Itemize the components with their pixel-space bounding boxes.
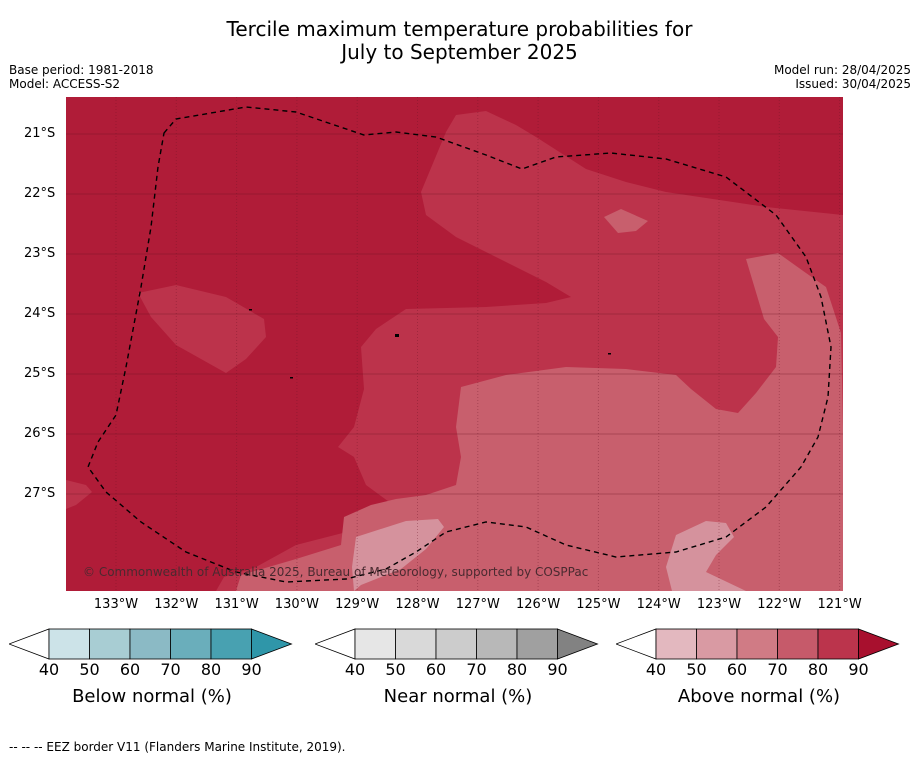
longitude-label: 131°W <box>214 597 259 612</box>
colorbar-above-svg <box>616 628 900 660</box>
colorbar-extend-high <box>251 628 293 660</box>
colorbar-near-svg <box>315 628 599 660</box>
colorbar-extend-low <box>315 628 356 660</box>
eez-border <box>87 106 832 583</box>
island-marker <box>395 334 399 337</box>
region-above-60-b <box>666 521 746 591</box>
model-name: Model: ACCESS-S2 <box>9 77 121 91</box>
colorbar-extend-high <box>858 628 900 660</box>
longitude-label: 130°W <box>274 597 319 612</box>
longitude-label: 121°W <box>817 597 862 612</box>
colorbar-tick-label: 80 <box>200 660 222 679</box>
colorbar-tick-label: 80 <box>506 660 528 679</box>
copyright-notice: © Commonwealth of Australia 2025, Bureau… <box>83 565 589 579</box>
region-above-80-edge <box>66 480 92 509</box>
latitude-label: 21°S <box>24 126 56 141</box>
colorbar-segment <box>48 628 90 660</box>
colorbar-segment <box>435 628 477 660</box>
longitude-label: 122°W <box>757 597 802 612</box>
longitude-label: 132°W <box>154 597 199 612</box>
colorbar-segment <box>170 628 212 660</box>
region-above-80-west <box>138 285 266 373</box>
colorbar-tick-label: 80 <box>807 660 829 679</box>
colorbar-above-label: Above normal (%) <box>677 686 841 707</box>
longitude-label: 123°W <box>696 597 742 612</box>
longitude-label: 126°W <box>516 597 561 612</box>
longitude-label: 133°W <box>93 597 139 612</box>
colorbar-segment <box>655 628 697 660</box>
colorbar-segment <box>354 628 396 660</box>
longitude-label: 127°W <box>455 597 500 612</box>
colorbar-tick-label: 40 <box>645 660 667 679</box>
longitude-label: 125°W <box>576 597 621 612</box>
colorbar-tick-label: 60 <box>425 660 447 679</box>
region-above-70 <box>236 253 843 591</box>
colorbar-near-label: Near normal (%) <box>383 686 533 707</box>
colorbar-segment <box>696 628 738 660</box>
colorbar-segment <box>817 628 859 660</box>
colorbar-tick-label: 70 <box>767 660 788 679</box>
eez-legend-note: -- -- -- EEZ border V11 (Flanders Marine… <box>9 740 346 754</box>
latitude-label: 26°S <box>24 426 56 441</box>
meta-left: Base period: 1981-2018 Model: ACCESS-S2 <box>9 63 154 91</box>
map-canvas <box>66 97 843 591</box>
latitude-label: 23°S <box>24 246 56 261</box>
colorbar-tick-label: 40 <box>344 660 366 679</box>
colorbar-tick-label: 90 <box>547 660 568 679</box>
latitude-label: 22°S <box>24 186 56 201</box>
colorbar-segment <box>210 628 252 660</box>
map-title-line1: Tercile maximum temperature probabilitie… <box>226 17 693 41</box>
model-run: Model run: 28/04/2025 <box>773 63 911 77</box>
region-above-70-spot <box>604 209 648 233</box>
colorbar-segment <box>129 628 171 660</box>
meta-right: Model run: 28/04/2025 Issued: 30/04/2025 <box>774 63 911 91</box>
colorbar-segment <box>777 628 819 660</box>
longitude-label: 124°W <box>636 597 681 612</box>
colorbar-tick-label: 60 <box>726 660 748 679</box>
colorbar-extend-low <box>9 628 50 660</box>
colorbar-tick-label: 50 <box>385 660 406 679</box>
colorbar-tick-label: 70 <box>466 660 487 679</box>
island-marker <box>249 309 252 311</box>
colorbar-below-label: Below normal (%) <box>72 686 232 707</box>
colorbar-extend-high <box>557 628 599 660</box>
colorbar-tick-label: 90 <box>241 660 262 679</box>
island-marker <box>290 377 293 379</box>
colorbar-tick-label: 70 <box>160 660 181 679</box>
map-title: Tercile maximum temperature probabilitie… <box>0 18 919 64</box>
colorbar-tick-label: 60 <box>119 660 141 679</box>
issued-date: Issued: 30/04/2025 <box>795 77 911 91</box>
colorbar-segment <box>395 628 437 660</box>
colorbar-segment <box>736 628 778 660</box>
colorbar-segment <box>89 628 131 660</box>
colorbar-segment <box>516 628 558 660</box>
colorbar-below-svg <box>9 628 293 660</box>
colorbar-tick-label: 90 <box>848 660 869 679</box>
probability-map: © Commonwealth of Australia 2025, Bureau… <box>66 97 843 591</box>
colorbar-below <box>9 628 295 660</box>
colorbar-above <box>616 628 902 660</box>
colorbar-near <box>315 628 601 660</box>
longitude-label: 129°W <box>335 597 380 612</box>
colorbar-tick-label: 40 <box>38 660 60 679</box>
grid-lines <box>66 97 843 591</box>
longitude-label: 128°W <box>395 597 440 612</box>
colorbar-tick-label: 50 <box>79 660 100 679</box>
island-marker <box>608 353 611 355</box>
region-above-60 <box>352 519 444 591</box>
latitude-label: 24°S <box>24 306 56 321</box>
colorbar-segment <box>476 628 518 660</box>
map-title-line2: July to September 2025 <box>341 40 578 64</box>
latitude-label: 25°S <box>24 366 56 381</box>
colorbar-tick-label: 50 <box>686 660 707 679</box>
latitude-label: 27°S <box>24 486 56 501</box>
colorbar-extend-low <box>616 628 657 660</box>
base-period: Base period: 1981-2018 <box>9 63 154 77</box>
